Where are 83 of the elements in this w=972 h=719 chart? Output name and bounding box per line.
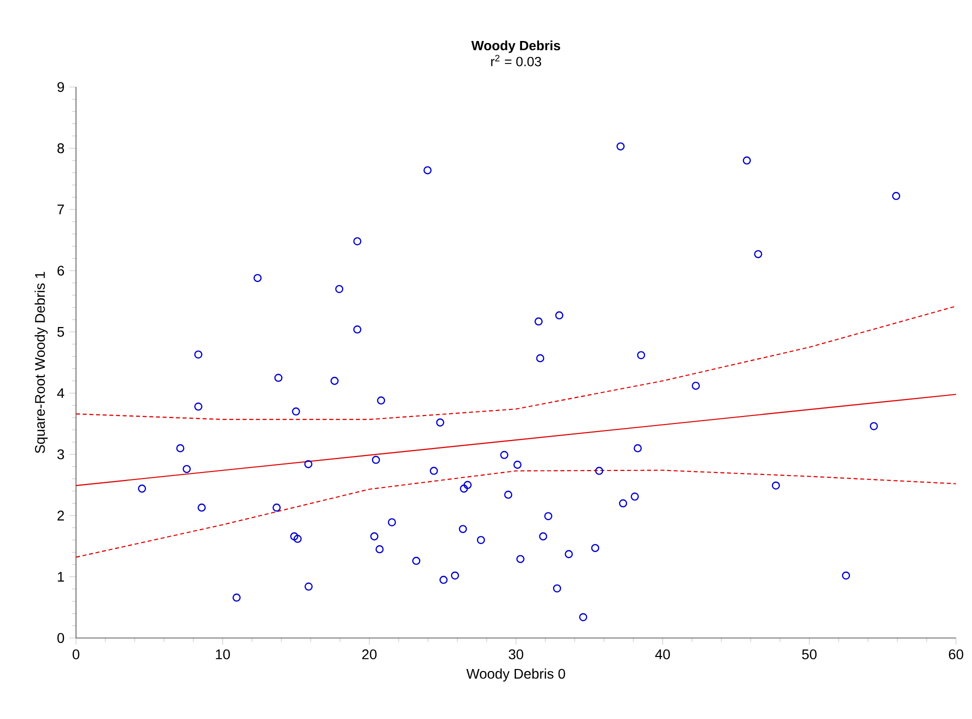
- point: [372, 456, 380, 464]
- point: [436, 418, 444, 427]
- point: [232, 594, 241, 602]
- line-series: [75, 306, 957, 420]
- point: [504, 490, 512, 499]
- point: [870, 422, 878, 430]
- point: [304, 460, 312, 468]
- point: [464, 480, 472, 490]
- point: [458, 524, 467, 534]
- point: [292, 407, 300, 416]
- x-tick-label: 10: [216, 649, 230, 660]
- chart-subtitle: r$^{2}$ = 0.03: [491, 54, 542, 66]
- y-tick-label: 4: [57, 388, 64, 398]
- point: [176, 444, 184, 452]
- y-tick-label: 8: [57, 143, 64, 154]
- point: [595, 466, 604, 475]
- x-tick-label: 20: [362, 649, 377, 660]
- point: [579, 613, 588, 622]
- y-tick-label: 6: [58, 266, 64, 276]
- y-tick-label: 3: [57, 449, 64, 460]
- point: [294, 534, 302, 543]
- x-tick-label: 40: [655, 649, 670, 660]
- point: [182, 464, 191, 474]
- point: [539, 532, 548, 540]
- y-axis-title: Square-Root Woody Debris 1: [34, 272, 48, 454]
- y-tick-label: 0: [57, 633, 64, 643]
- point: [754, 250, 762, 258]
- point: [376, 545, 384, 554]
- point: [842, 571, 850, 580]
- point: [536, 354, 544, 362]
- point: [544, 512, 552, 520]
- point: [555, 311, 564, 320]
- point: [616, 142, 625, 150]
- point: [630, 492, 639, 501]
- point: [450, 571, 460, 580]
- point: [377, 396, 386, 405]
- point: [272, 504, 281, 512]
- point: [412, 556, 420, 565]
- point: [330, 376, 339, 385]
- y-tick-label: 9: [57, 82, 64, 92]
- y-tick-label: 1: [58, 572, 64, 582]
- point: [430, 466, 438, 475]
- point: [634, 444, 642, 452]
- point: [198, 504, 206, 512]
- point: [353, 237, 362, 246]
- point: [892, 192, 900, 200]
- y-tick-label: 2: [58, 510, 64, 520]
- point: [692, 382, 700, 390]
- chart-title: Woody Debris: [471, 40, 560, 53]
- point: [564, 550, 573, 558]
- point: [423, 166, 432, 174]
- point: [534, 317, 543, 326]
- y-tick-label: 5: [57, 327, 64, 337]
- point: [772, 481, 780, 490]
- point: [353, 325, 362, 334]
- y-tick-label: 7: [58, 204, 64, 214]
- x-tick-label: 0: [72, 649, 80, 660]
- point: [370, 532, 378, 540]
- point: [552, 584, 562, 592]
- point: [254, 274, 262, 282]
- point: [513, 460, 522, 469]
- point: [460, 484, 468, 493]
- point: [516, 554, 524, 564]
- point: [500, 450, 508, 460]
- point: [194, 402, 202, 411]
- point: [335, 284, 344, 294]
- point: [476, 536, 486, 544]
- point: [290, 532, 298, 540]
- point: [591, 544, 600, 552]
- point: [637, 351, 646, 360]
- x-tick-label: 30: [508, 649, 524, 660]
- x-tick-label: 50: [802, 649, 817, 660]
- x-axis-title: Woody Debris 0: [466, 668, 566, 682]
- point: [194, 350, 202, 359]
- point: [388, 518, 396, 526]
- point: [742, 156, 751, 165]
- point: [439, 576, 448, 584]
- point: [274, 374, 282, 382]
- point: [619, 499, 628, 508]
- point: [138, 484, 146, 493]
- point: [304, 582, 313, 591]
- x-tick-label: 60: [948, 649, 964, 660]
- line-series: [75, 470, 957, 558]
